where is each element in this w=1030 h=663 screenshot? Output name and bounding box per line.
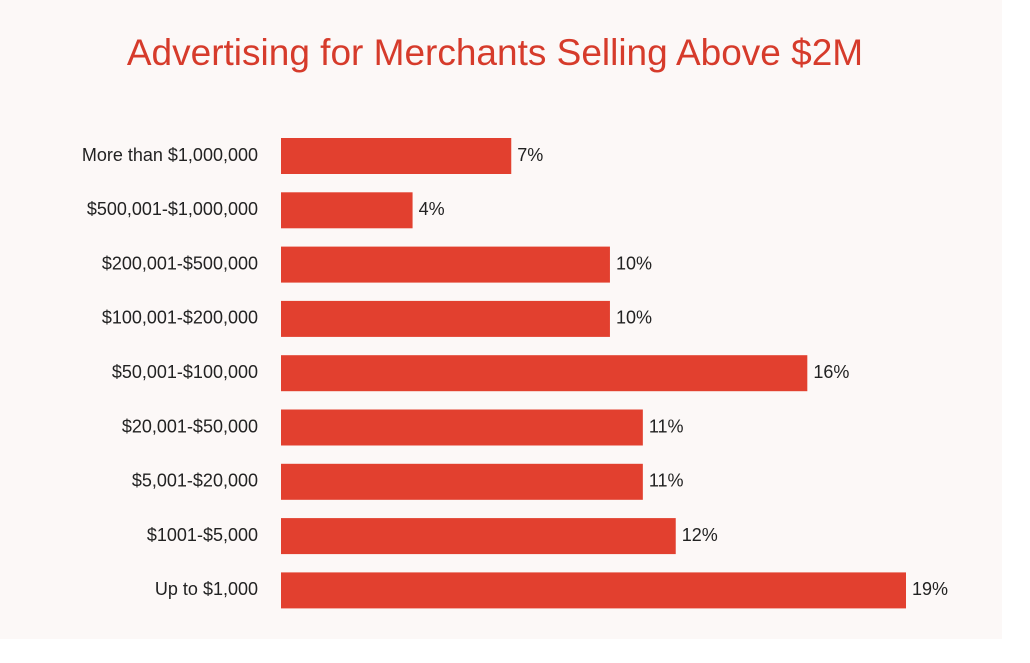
category-label: $50,001-$100,000 (112, 362, 258, 382)
bar (281, 409, 643, 446)
value-label: 19% (912, 579, 948, 599)
category-label: More than $1,000,000 (82, 145, 258, 165)
bar (281, 463, 643, 500)
value-label: 4% (419, 199, 445, 219)
category-label: Up to $1,000 (155, 579, 258, 599)
category-label: $100,001-$200,000 (102, 308, 258, 328)
category-label: $20,001-$50,000 (122, 416, 258, 436)
category-label: $500,001-$1,000,000 (87, 199, 258, 219)
value-label: 10% (616, 253, 652, 273)
bar (281, 518, 676, 555)
value-label: 10% (616, 308, 652, 328)
bar (281, 355, 808, 392)
chart-card: Advertising for Merchants Selling Above … (81, 32, 949, 609)
value-label: 16% (813, 362, 849, 382)
bar-chart: More than $1,000,000 7% $500,001-$1,000,00… (82, 138, 948, 609)
category-label: $5,001-$20,000 (132, 471, 258, 491)
value-label: 11% (649, 471, 684, 491)
category-label: $200,001-$500,000 (102, 253, 258, 273)
value-label: 7% (517, 145, 543, 165)
category-label: $1001-$5,000 (147, 525, 258, 545)
bar (281, 572, 906, 609)
value-label: 12% (682, 525, 718, 545)
value-label: 11% (649, 416, 684, 436)
chart-title: Advertising for Merchants Selling Above … (126, 32, 864, 73)
bar (281, 246, 610, 283)
bar (281, 300, 610, 337)
bar (281, 192, 413, 229)
bar (281, 138, 512, 174)
